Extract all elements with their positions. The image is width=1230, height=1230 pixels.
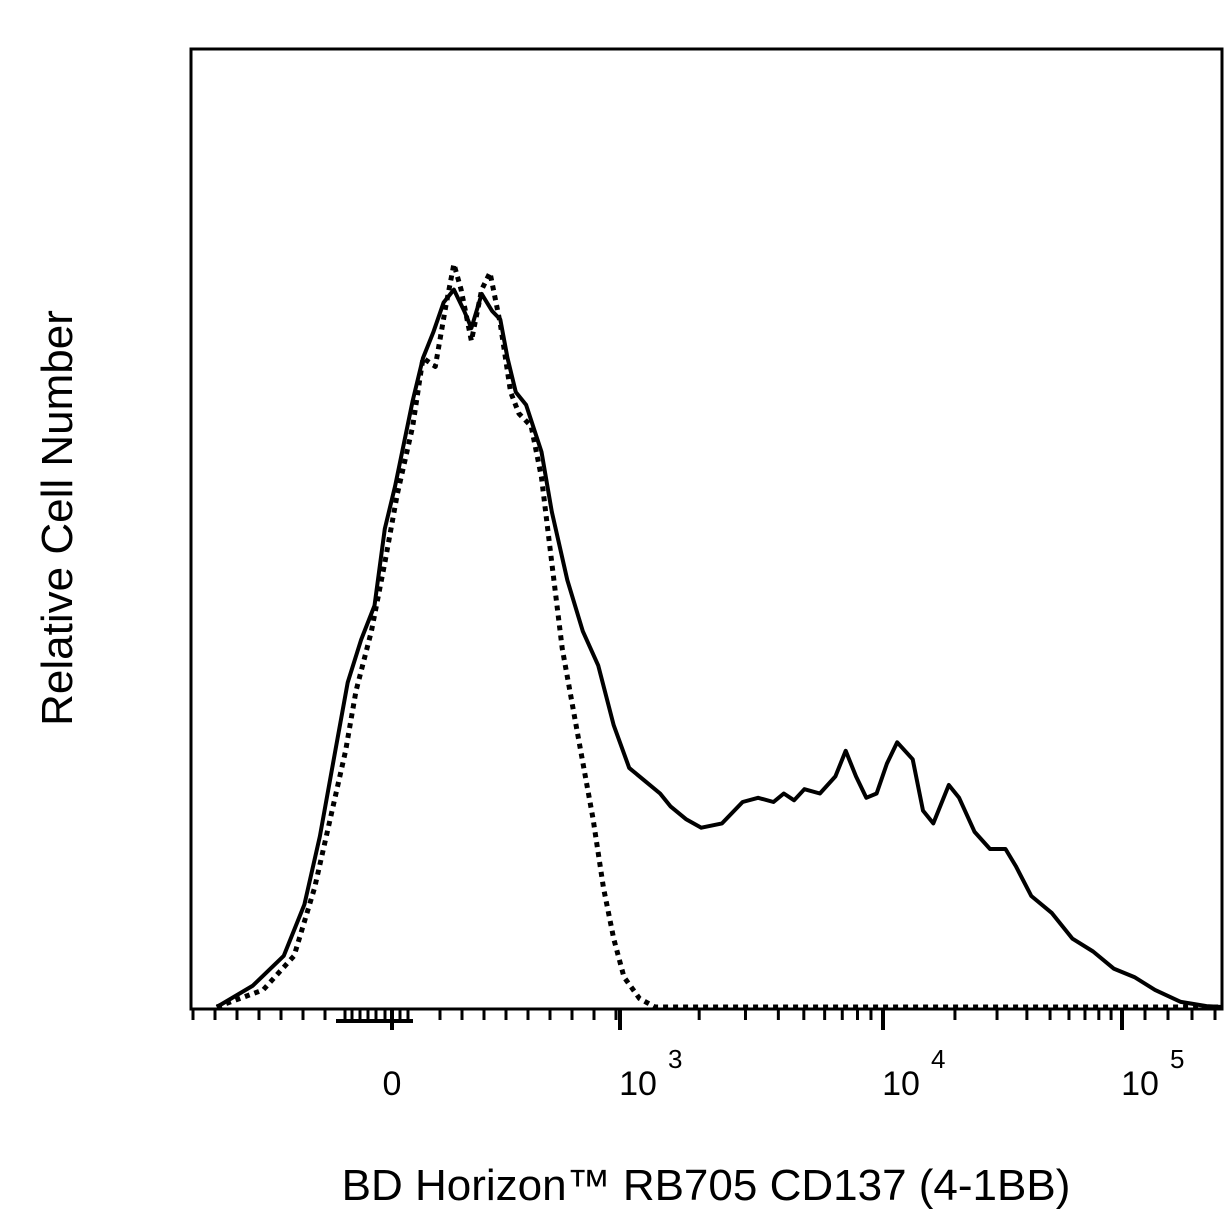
x-tick-exponent: 5 [1170,1044,1184,1074]
plot-frame [189,47,1224,1011]
x-tick-label: 10 [1121,1065,1159,1103]
series-layer [215,261,1223,1010]
isotype-control-line [215,261,1222,1010]
cd137-stained-line [215,287,1223,1009]
x-tick-exponent: 3 [668,1044,682,1074]
x-axis-title: BD Horizon™ RB705 CD137 (4-1BB) [342,1161,1071,1210]
x-axis-major-ticks [390,1009,1124,1030]
x-axis-minor-ticks [191,1009,1217,1023]
x-tick-label: 0 [383,1065,402,1103]
x-axis-tick-labels: 0 10 3 10 4 10 5 [383,1044,1185,1103]
x-tick-exponent: 4 [931,1044,945,1074]
y-axis-title: Relative Cell Number [33,310,82,726]
x-tick-label: 10 [882,1065,920,1103]
x-tick-label: 10 [619,1065,657,1103]
